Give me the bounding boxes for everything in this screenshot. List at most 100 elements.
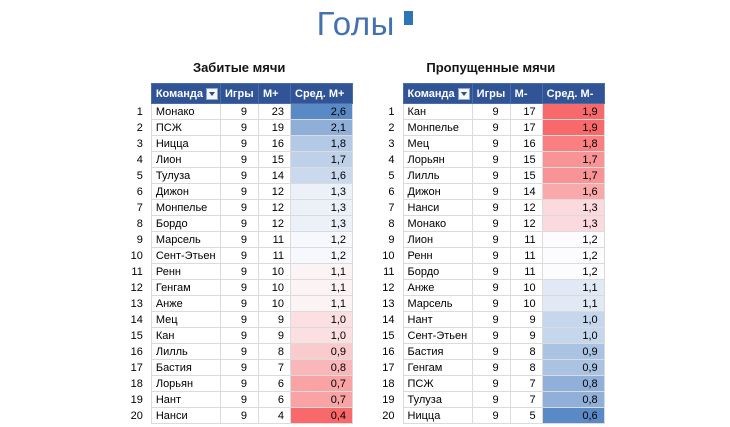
team-cell: Сент-Этьен	[150, 247, 222, 264]
team-cell: ПСЖ	[150, 119, 222, 136]
games-cell: 9	[220, 199, 259, 216]
goals-cell: 11	[509, 263, 543, 280]
games-cell: 9	[471, 183, 511, 200]
team-cell: Тулуза	[150, 167, 222, 184]
games-cell: 9	[220, 103, 259, 120]
table-row: 15 Кан 9 9 1,0	[125, 327, 353, 344]
rank-cell: 20	[125, 407, 152, 424]
table-row: 14 Нант 9 9 1,0	[377, 311, 605, 328]
table-row: 13 Марсель 9 10 1,1	[377, 295, 605, 312]
table-row: 14 Мец 9 9 1,0	[125, 311, 353, 328]
games-cell: 9	[471, 311, 511, 328]
column-header-games: Игры	[220, 83, 259, 104]
team-cell: ПСЖ	[402, 375, 473, 392]
team-cell: Тулуза	[402, 391, 473, 408]
goals-cell: 11	[509, 231, 543, 248]
sort-filter-icon[interactable]	[457, 88, 470, 100]
team-cell: Ницца	[150, 135, 222, 152]
rank-cell: 13	[125, 295, 152, 312]
team-cell: Нанси	[150, 407, 222, 424]
table-row: 17 Генгам 9 8 0,9	[377, 359, 605, 376]
team-cell: Лион	[402, 231, 473, 248]
avg-cell: 1,6	[290, 167, 353, 184]
avg-cell: 2,1	[290, 119, 353, 136]
goals-cell: 14	[258, 167, 291, 184]
avg-cell: 1,7	[541, 151, 605, 168]
goals-cell: 6	[258, 391, 291, 408]
column-header-label: М-	[514, 87, 528, 100]
table-row: 18 ПСЖ 9 7 0,8	[377, 375, 605, 392]
rank-cell: 4	[125, 151, 152, 168]
rank-cell: 12	[125, 279, 152, 296]
goals-cell: 23	[258, 103, 291, 120]
avg-cell: 1,2	[541, 247, 605, 264]
avg-cell: 0,8	[290, 359, 353, 376]
goals-cell: 17	[509, 119, 543, 136]
rank-cell: 11	[125, 263, 152, 280]
rank-cell: 16	[125, 343, 152, 360]
games-cell: 9	[220, 263, 259, 280]
sort-filter-icon[interactable]	[206, 88, 218, 100]
team-cell: Бордо	[150, 215, 222, 232]
rank-cell: 3	[125, 135, 152, 152]
avg-cell: 1,3	[541, 199, 605, 216]
team-cell: Марсель	[402, 295, 473, 312]
avg-cell: 1,1	[290, 263, 353, 280]
avg-cell: 0,8	[541, 375, 605, 392]
avg-cell: 0,7	[290, 375, 353, 392]
team-cell: Ницца	[402, 407, 473, 424]
games-cell: 9	[220, 151, 259, 168]
team-cell: Марсель	[150, 231, 222, 248]
goals-cell: 14	[509, 183, 543, 200]
goals-cell: 16	[509, 135, 543, 152]
rank-cell: 17	[377, 359, 403, 376]
table-row: 11 Ренн 9 10 1,1	[125, 263, 353, 280]
table-row: 5 Лилль 9 15 1,7	[377, 167, 605, 184]
games-cell: 9	[471, 215, 511, 232]
games-cell: 9	[471, 327, 511, 344]
table-row: 10 Сент-Этьен 9 11 1,2	[125, 247, 353, 264]
avg-cell: 1,7	[290, 151, 353, 168]
games-cell: 9	[220, 327, 259, 344]
avg-cell: 1,2	[541, 231, 605, 248]
team-cell: Сент-Этьен	[402, 327, 473, 344]
goals-cell: 8	[509, 359, 543, 376]
rank-cell: 14	[377, 311, 403, 328]
rank-cell: 13	[377, 295, 403, 312]
avg-cell: 1,0	[541, 311, 605, 328]
games-cell: 9	[220, 135, 259, 152]
table-row: 7 Монпелье 9 12 1,3	[125, 199, 353, 216]
table-row: 17 Бастия 9 7 0,8	[125, 359, 353, 376]
column-header-label: Игры	[476, 87, 506, 100]
team-cell: Монако	[150, 103, 222, 120]
team-cell: Монако	[402, 215, 473, 232]
sort-arrow-glyph	[460, 92, 467, 96]
avg-cell: 0,4	[290, 407, 353, 424]
rank-cell: 2	[125, 119, 152, 136]
team-cell: Генгам	[402, 359, 473, 376]
rank-cell: 18	[125, 375, 152, 392]
team-cell: Ренн	[402, 247, 473, 264]
games-cell: 9	[471, 359, 511, 376]
team-cell: Анже	[150, 295, 222, 312]
team-cell: Ренн	[150, 263, 222, 280]
column-header-avg: Сред. М+	[290, 83, 353, 104]
team-cell: Дижон	[402, 183, 473, 200]
avg-cell: 1,8	[290, 135, 353, 152]
avg-cell: 1,8	[541, 135, 605, 152]
games-cell: 9	[471, 343, 511, 360]
tables-container: Забитые мячи Команда Игры М+ Сред. М+ 1 Монак…	[0, 60, 730, 424]
rank-cell: 5	[377, 167, 403, 184]
table-row: 11 Бордо 9 11 1,2	[377, 263, 605, 280]
goals-cell: 11	[258, 247, 291, 264]
table-row: 20 Нанси 9 4 0,4	[125, 407, 353, 424]
rank-cell: 15	[125, 327, 152, 344]
games-cell: 9	[471, 135, 511, 152]
table-row: 1 Кан 9 17 1,9	[377, 103, 605, 120]
goals-cell: 15	[509, 167, 543, 184]
team-cell: Лорьян	[402, 151, 473, 168]
goals-cell: 12	[509, 199, 543, 216]
goals-cell: 12	[258, 215, 291, 232]
games-cell: 9	[220, 279, 259, 296]
